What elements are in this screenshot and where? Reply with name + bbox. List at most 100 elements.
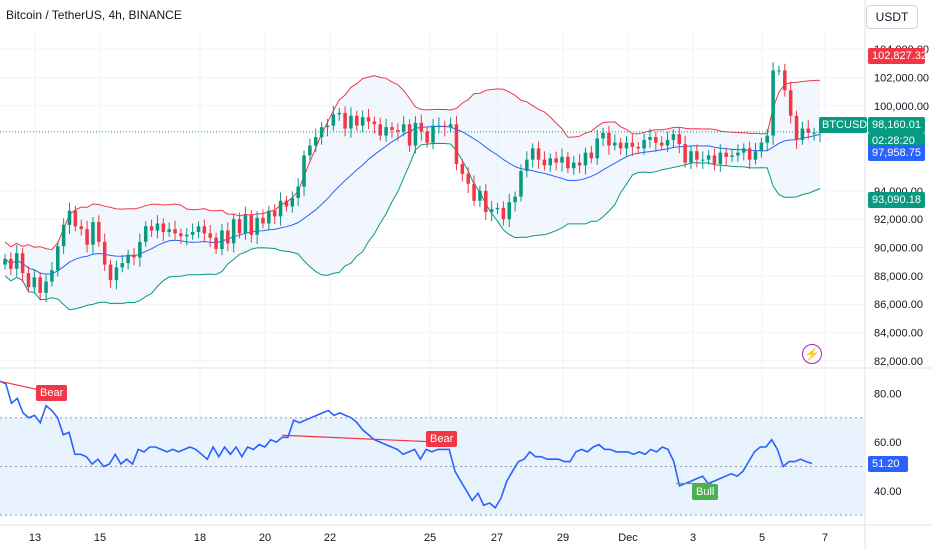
candle-body [472,183,476,201]
candle-body [272,210,277,217]
time-axis-label: 22 [324,532,336,544]
candle-body [542,159,547,166]
candle-body [689,151,693,163]
candle-body [38,277,42,293]
candle-body [161,223,166,232]
candle-body [419,122,424,132]
candle-body [437,125,441,127]
candle-body [648,137,652,140]
candle-body [278,200,283,217]
candle-body [665,139,670,146]
symbol-tag: BTCUSDT [819,117,874,133]
candle-body [313,137,318,146]
candle-body [349,115,353,129]
candle-body [724,152,728,157]
candle-body [202,226,207,234]
candle-body [560,156,564,163]
candle-body [753,151,758,160]
time-axis-label: 15 [94,532,106,544]
candle-body [390,127,394,130]
candle-body [800,128,805,140]
rsi-bear-label-1: Bear [36,385,68,401]
candle-body [595,138,599,159]
candle-body [67,210,72,225]
candle-body [460,163,465,174]
candle-body [425,131,429,143]
candle-body [50,270,54,282]
candle-body [26,273,31,288]
time-axis-label: 13 [29,532,41,544]
candle-body [401,124,406,132]
price-axis-label: 82,000.00 [874,356,923,368]
candle-body [566,156,570,169]
candle-body [583,152,588,166]
candle-body [788,90,793,116]
candle-body [249,214,254,235]
candle-body [56,246,60,271]
rsi-line [0,380,813,510]
candle-body [108,264,113,281]
candle-body [489,209,494,213]
candle-body [759,142,764,152]
candle-body [442,125,447,128]
candle-body [97,222,101,242]
price-axis-label: 84,000.00 [874,328,923,340]
candle-body [695,151,699,160]
candle-body [167,229,171,232]
candle-body [3,258,7,265]
rsi-panel [0,380,865,516]
candle-body [642,139,646,149]
candle-body [302,155,306,187]
axes: 104,000.00102,000.00100,000.0094,000.009… [29,44,929,544]
candle-body [208,233,212,238]
candle-body [530,148,535,160]
candle-body [255,217,259,235]
candle-body [261,217,265,224]
candle-body [143,226,148,242]
last-price-tag: 98,160.01 [868,117,925,133]
candle-body [155,223,160,231]
price-axis-label: 102,000.00 [874,73,929,85]
candle-body [243,214,248,234]
candle-body [308,145,312,156]
candle-body [771,70,775,136]
rsi-axis-label: 60.00 [874,437,902,449]
candle-body [765,135,769,143]
candle-body [73,210,78,227]
candle-body [507,202,512,220]
candle-body [372,121,377,125]
bollinger-bands [4,75,821,311]
candle-body [20,253,25,274]
candle-body [577,162,582,166]
band-fill [5,75,820,310]
candle-body [44,281,48,293]
upper-band-tag: 102,827.32 [868,48,927,64]
candle-body [466,173,470,184]
time-axis-label: 20 [259,532,271,544]
candle-body [659,142,664,146]
upper-band-line [4,75,821,251]
candle-body [548,158,553,166]
candle-body [706,155,711,160]
candle-body [413,122,418,146]
currency-button[interactable]: USDT [866,5,918,29]
candle-body [747,148,752,160]
candle-body [231,219,236,244]
lower-band-tag: 93,090.18 [868,192,925,208]
candle-body [9,258,13,269]
candle-body [718,152,723,164]
candle-body [296,186,300,198]
candle-body [794,115,799,140]
candle-body [730,155,734,157]
candle-body [448,124,453,128]
candle-body [149,226,154,231]
lightning-bolt-icon[interactable]: ⚡ [802,344,822,364]
candle-body [355,115,359,126]
candle-body [61,224,66,247]
candle-body [624,142,629,149]
time-axis-label: 29 [557,532,569,544]
price-axis-label: 88,000.00 [874,271,923,283]
candle-body [79,226,83,230]
time-axis-label: 5 [759,532,765,544]
